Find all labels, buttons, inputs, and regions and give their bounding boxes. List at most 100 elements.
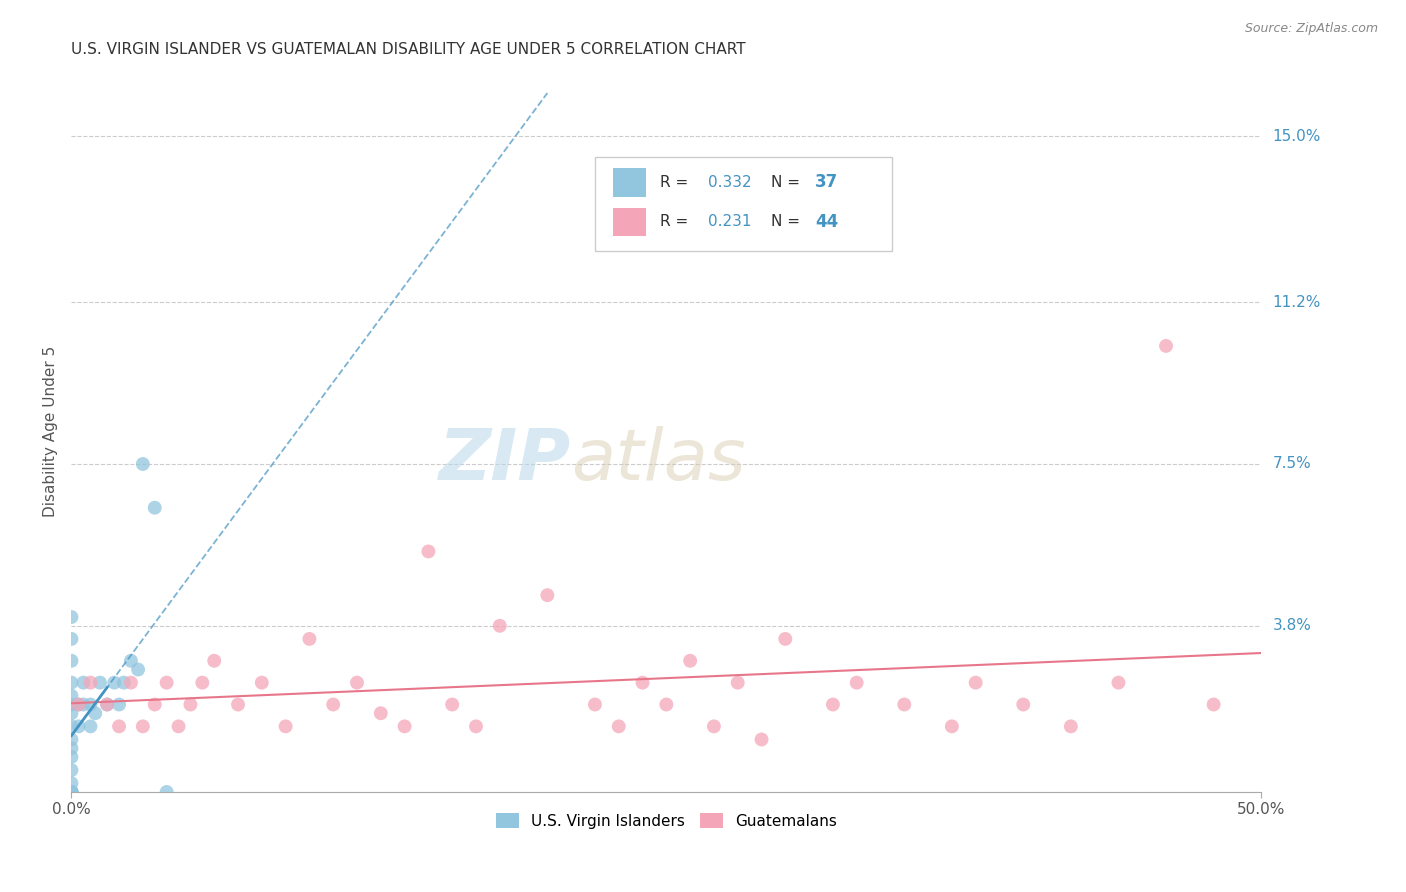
Point — [679, 654, 702, 668]
Text: 7.5%: 7.5% — [1272, 457, 1310, 472]
Point — [1060, 719, 1083, 733]
Point — [583, 698, 606, 712]
Point — [120, 654, 142, 668]
Point — [132, 719, 155, 733]
Point — [120, 675, 142, 690]
Point — [274, 719, 297, 733]
Point — [72, 675, 94, 690]
Point — [965, 675, 987, 690]
Point — [60, 654, 83, 668]
Point — [60, 675, 83, 690]
Point — [775, 632, 797, 646]
Point — [96, 698, 118, 712]
Point — [1202, 698, 1225, 712]
Point — [60, 785, 83, 799]
Point — [132, 457, 155, 471]
Point — [60, 750, 83, 764]
Point — [191, 675, 214, 690]
Point — [226, 698, 249, 712]
Text: ZIP: ZIP — [439, 425, 571, 494]
Point — [394, 719, 416, 733]
Point — [60, 785, 83, 799]
Legend: U.S. Virgin Islanders, Guatemalans: U.S. Virgin Islanders, Guatemalans — [489, 806, 844, 835]
Point — [60, 763, 83, 777]
Text: U.S. VIRGIN ISLANDER VS GUATEMALAN DISABILITY AGE UNDER 5 CORRELATION CHART: U.S. VIRGIN ISLANDER VS GUATEMALAN DISAB… — [72, 42, 747, 57]
Point — [631, 675, 654, 690]
Point — [79, 719, 101, 733]
Y-axis label: Disability Age Under 5: Disability Age Under 5 — [44, 345, 58, 516]
Point — [79, 675, 101, 690]
Text: 37: 37 — [815, 173, 838, 191]
Text: 0.332: 0.332 — [709, 175, 752, 190]
Point — [1154, 339, 1177, 353]
Point — [370, 706, 392, 721]
Point — [465, 719, 488, 733]
Point — [488, 619, 510, 633]
Point — [84, 706, 107, 721]
Point — [67, 719, 90, 733]
Point — [60, 732, 83, 747]
Point — [845, 675, 868, 690]
Text: 0.231: 0.231 — [709, 214, 751, 229]
Text: 44: 44 — [815, 213, 838, 231]
Point — [655, 698, 678, 712]
Point — [156, 785, 179, 799]
Point — [79, 698, 101, 712]
Point — [108, 698, 131, 712]
Point — [156, 675, 179, 690]
Point — [60, 785, 83, 799]
Point — [67, 698, 90, 712]
Text: 15.0%: 15.0% — [1272, 128, 1320, 144]
Point — [103, 675, 125, 690]
Point — [167, 719, 190, 733]
Point — [127, 663, 149, 677]
Point — [60, 610, 83, 624]
Text: 11.2%: 11.2% — [1272, 294, 1320, 310]
Bar — [613, 208, 647, 236]
Point — [322, 698, 344, 712]
Point — [346, 675, 368, 690]
Text: Source: ZipAtlas.com: Source: ZipAtlas.com — [1244, 22, 1378, 36]
Point — [60, 741, 83, 756]
Text: atlas: atlas — [571, 425, 745, 494]
Point — [72, 698, 94, 712]
Point — [60, 689, 83, 703]
Point — [60, 785, 83, 799]
Point — [751, 732, 773, 747]
Point — [60, 719, 83, 733]
Text: N =: N = — [770, 214, 804, 229]
Point — [1107, 675, 1129, 690]
Point — [60, 698, 83, 712]
Text: N =: N = — [770, 175, 804, 190]
Point — [418, 544, 440, 558]
Point — [112, 675, 135, 690]
Point — [60, 785, 83, 799]
Point — [60, 632, 83, 646]
Point — [536, 588, 558, 602]
Point — [143, 698, 166, 712]
Point — [179, 698, 201, 712]
Point — [60, 785, 83, 799]
Point — [250, 675, 273, 690]
Point — [1012, 698, 1035, 712]
Point — [941, 719, 963, 733]
Point — [607, 719, 630, 733]
Point — [727, 675, 749, 690]
Point — [298, 632, 321, 646]
Point — [143, 500, 166, 515]
Point — [441, 698, 464, 712]
Point — [202, 654, 225, 668]
Point — [96, 698, 118, 712]
Point — [821, 698, 844, 712]
Point — [89, 675, 111, 690]
Text: R =: R = — [661, 214, 693, 229]
Point — [108, 719, 131, 733]
Point — [893, 698, 915, 712]
Text: 3.8%: 3.8% — [1272, 618, 1312, 633]
Point — [703, 719, 725, 733]
Point — [67, 698, 90, 712]
Point — [60, 785, 83, 799]
FancyBboxPatch shape — [595, 157, 893, 251]
Point — [60, 706, 83, 721]
Text: R =: R = — [661, 175, 693, 190]
